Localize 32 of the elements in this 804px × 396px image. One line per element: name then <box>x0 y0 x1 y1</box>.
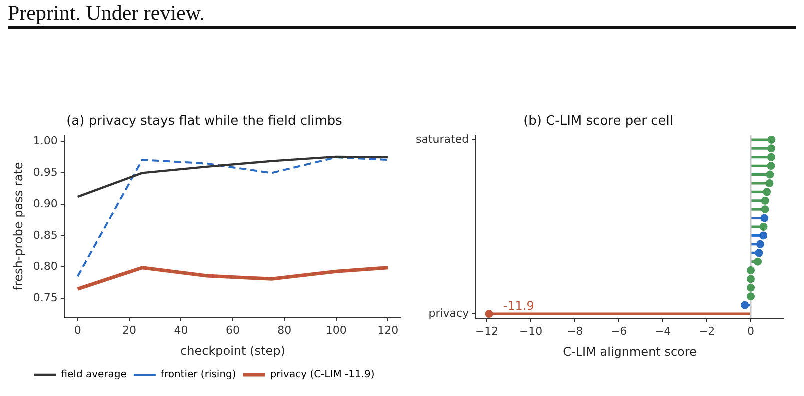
x-tick-label: 20 <box>122 324 137 337</box>
legend-label: privacy (C-LIM -11.9) <box>270 370 375 381</box>
text: Preprint. Under review. <box>8 1 206 25</box>
x-tick-label: 40 <box>174 324 188 337</box>
x-tick-label: −4 <box>654 324 672 338</box>
x-tick-label: 60 <box>226 324 240 337</box>
x-tick-label: 120 <box>378 324 399 337</box>
x-tick-label: 100 <box>326 324 347 337</box>
x-tick-label: −6 <box>610 324 628 338</box>
x-axis-title: checkpoint (step) <box>180 344 286 358</box>
y-tick-label: 0.90 <box>33 197 58 210</box>
y-tick-label: privacy <box>428 306 470 320</box>
y-tick-label: 0.85 <box>33 228 58 242</box>
x-tick-label: −8 <box>566 324 584 338</box>
y-axis-title: fresh-probe pass rate <box>11 162 26 291</box>
y-tick-label: 0.80 <box>33 260 58 274</box>
x-tick-label: −10 <box>519 324 543 338</box>
x-tick-label: 0 <box>74 324 82 337</box>
y-tick-label: 0.75 <box>33 291 58 304</box>
legend-label: frontier (rising) <box>160 370 236 381</box>
x-tick-label: 0 <box>748 324 755 338</box>
y-tick-label: saturated <box>416 132 470 146</box>
x-tick-label: −12 <box>475 324 499 338</box>
y-tick-label: 0.95 <box>33 166 58 180</box>
x-tick-label: 80 <box>278 324 292 337</box>
chart-title: (a) privacy stays flat while the field climbs <box>66 114 343 130</box>
chart-title: (b) C-LIM score per cell <box>524 114 674 130</box>
y-tick-label: 1.00 <box>33 134 58 148</box>
data-label: -11.9 <box>503 299 534 314</box>
legend-label: field average <box>61 370 127 381</box>
x-axis-title: C-LIM alignment score <box>563 344 697 359</box>
x-tick-label: −2 <box>698 324 716 338</box>
